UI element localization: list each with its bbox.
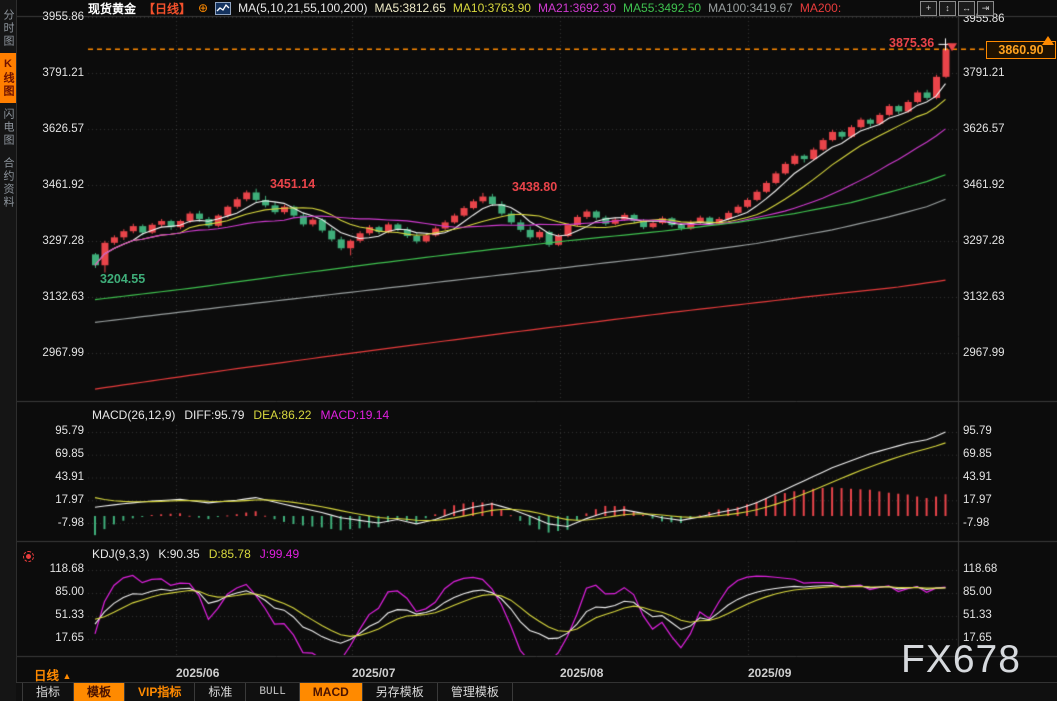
price-axis-label: 3461.92 bbox=[42, 179, 84, 191]
tab-bull[interactable]: BULL bbox=[246, 683, 300, 701]
kdj-d-value: D:85.78 bbox=[208, 547, 251, 561]
price-axis-label: 3626.57 bbox=[42, 123, 84, 135]
mini-chart-icon bbox=[215, 1, 232, 15]
kdj-axis-label: 118.68 bbox=[49, 563, 84, 575]
ma200-legend: MA200: bbox=[799, 1, 842, 15]
scale-y-axis-icon[interactable]: ↕ bbox=[939, 1, 956, 16]
period-label: 日线 bbox=[34, 669, 60, 683]
june-low-annotation: 3204.55 bbox=[100, 272, 146, 286]
indicator-settings-icon[interactable] bbox=[23, 551, 34, 562]
price-axis-label: 3297.28 bbox=[963, 235, 1005, 247]
symbol-name: 现货黄金 bbox=[88, 1, 137, 16]
price-axis-label: 3297.28 bbox=[42, 235, 84, 247]
tab-vip-indicator[interactable]: VIP指标 bbox=[125, 683, 196, 701]
june-high-annotation: 3451.14 bbox=[270, 177, 316, 191]
macd-axis-label: -7.98 bbox=[57, 517, 84, 529]
kdj-axis-label: 51.33 bbox=[55, 609, 84, 621]
sidebar-item-kline-chart[interactable]: K线图 bbox=[0, 53, 16, 103]
add-indicator-icon[interactable]: ⊕ bbox=[198, 1, 209, 15]
ma21-legend: MA21:3692.30 bbox=[537, 1, 617, 15]
macd-name: MACD(26,12,9) bbox=[92, 408, 176, 422]
kdj-header: KDJ(9,3,3) K:90.35 D:85.78 J:99.49 bbox=[92, 547, 299, 561]
price-pin-icon[interactable] bbox=[1042, 36, 1054, 45]
sidebar-item-time-chart[interactable]: 分时图 bbox=[2, 9, 14, 48]
macd-axis-label: 43.91 bbox=[963, 471, 992, 483]
move-chart-icon[interactable]: + bbox=[920, 1, 937, 16]
july-high-annotation: 3438.80 bbox=[512, 180, 558, 194]
ma55-legend: MA55:3492.50 bbox=[623, 1, 702, 15]
price-axis-label: 3626.57 bbox=[963, 123, 1005, 135]
price-axis-label: 3461.92 bbox=[963, 179, 1005, 191]
kdj-j-value: J:99.49 bbox=[259, 547, 300, 561]
kdj-k-value: K:90.35 bbox=[158, 547, 200, 561]
exit-fullscreen-icon[interactable]: ⇥ bbox=[977, 1, 994, 16]
month-label: 2025/06 bbox=[176, 666, 220, 680]
kdj-name: KDJ(9,3,3) bbox=[92, 547, 150, 561]
macd-axis-label: 69.85 bbox=[963, 448, 992, 460]
chevron-up-icon: ▲ bbox=[62, 671, 72, 681]
chart-type-sidebar: 分时图 K线图 闪电图 合约资料 bbox=[0, 0, 17, 701]
macd-axis-label: 95.79 bbox=[55, 425, 84, 437]
kdj-axis-label: 85.00 bbox=[963, 586, 992, 598]
price-axis-label: 3955.86 bbox=[963, 13, 1005, 25]
macd-axis-label: 69.85 bbox=[55, 448, 84, 460]
macd-axis-label: -7.98 bbox=[963, 517, 990, 529]
price-axis-label: 2967.99 bbox=[42, 347, 84, 359]
price-axis-label: 3132.63 bbox=[42, 291, 84, 303]
current-price-tag: 3860.90 bbox=[986, 41, 1056, 59]
indicator-toolbar: 指标 模板 VIP指标 标准 BULL MACD 另存模板 管理模板 bbox=[16, 682, 1057, 701]
tab-indicator[interactable]: 指标 bbox=[22, 683, 75, 701]
kdj-axis-label: 17.65 bbox=[55, 632, 84, 644]
macd-axis-label: 95.79 bbox=[963, 425, 992, 437]
macd-diff-value: DIFF:95.79 bbox=[184, 408, 245, 422]
period-selector[interactable]: 日线 ▲ bbox=[34, 665, 71, 684]
month-label: 2025/07 bbox=[352, 666, 396, 680]
price-axis-label: 3791.21 bbox=[963, 67, 1005, 79]
sidebar-item-flash-chart[interactable]: 闪电图 bbox=[2, 108, 14, 147]
macd-dea-value: DEA:86.22 bbox=[253, 408, 312, 422]
ma5-legend: MA5:3812.65 bbox=[374, 1, 446, 15]
session-high-annotation: 3875.36 bbox=[889, 36, 935, 50]
macd-axis-label: 43.91 bbox=[55, 471, 84, 483]
price-axis-label: 2967.99 bbox=[963, 347, 1005, 359]
tab-save-template[interactable]: 另存模板 bbox=[363, 683, 438, 701]
kdj-axis-label: 17.65 bbox=[963, 632, 992, 644]
tab-macd[interactable]: MACD bbox=[299, 683, 363, 701]
period-tag: 【日线】 bbox=[143, 1, 192, 16]
ma100-legend: MA100:3419.67 bbox=[708, 1, 793, 15]
macd-axis-label: 17.97 bbox=[963, 494, 992, 506]
kdj-axis-label: 85.00 bbox=[55, 586, 84, 598]
macd-header: MACD(26,12,9) DIFF:95.79 DEA:86.22 MACD:… bbox=[92, 408, 389, 422]
chart-legend-header: 现货黄金 【日线】 ⊕ MA(5,10,21,55,100,200) MA5:3… bbox=[88, 0, 841, 16]
kdj-axis-label: 51.33 bbox=[963, 609, 992, 621]
sidebar-item-contract-info[interactable]: 合约资料 bbox=[2, 157, 14, 209]
macd-bar-value: MACD:19.14 bbox=[320, 408, 390, 422]
price-axis-label: 3791.21 bbox=[42, 67, 84, 79]
macd-axis-label: 17.97 bbox=[55, 494, 84, 506]
window-controls: + ↕ ↔ ⇥ bbox=[920, 1, 994, 16]
ma-window-label: MA(5,10,21,55,100,200) bbox=[238, 1, 368, 15]
price-axis-label: 3955.86 bbox=[42, 11, 84, 23]
fx678-watermark: FX678 bbox=[901, 638, 1021, 681]
price-axis-label: 3132.63 bbox=[963, 291, 1005, 303]
month-label: 2025/09 bbox=[748, 666, 792, 680]
kdj-axis-label: 118.68 bbox=[963, 563, 998, 575]
month-label: 2025/08 bbox=[560, 666, 604, 680]
tab-template[interactable]: 模板 bbox=[74, 683, 126, 701]
tab-standard[interactable]: 标准 bbox=[195, 683, 247, 701]
scale-x-axis-icon[interactable]: ↔ bbox=[958, 1, 975, 16]
ma10-legend: MA10:3763.90 bbox=[452, 1, 531, 15]
tab-manage-template[interactable]: 管理模板 bbox=[438, 683, 513, 701]
